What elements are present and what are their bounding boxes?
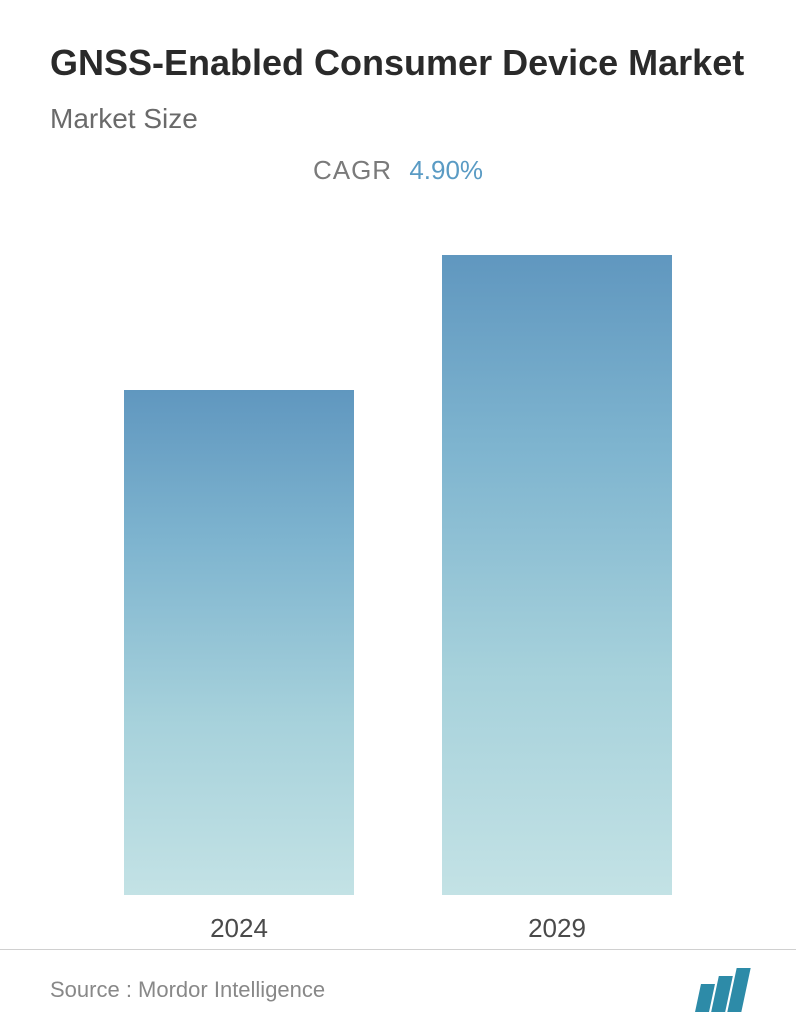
- cagr-row: CAGR 4.90%: [50, 155, 746, 186]
- cagr-value: 4.90%: [409, 155, 483, 185]
- bars-wrapper: 2024 2029: [50, 304, 746, 944]
- source-text: Source : Mordor Intelligence: [50, 977, 325, 1003]
- logo-bar-3: [727, 968, 750, 1012]
- footer: Source : Mordor Intelligence: [0, 949, 796, 1034]
- bar-group-1: 2029: [437, 255, 677, 944]
- brand-logo-icon: [698, 968, 746, 1012]
- bar-1: [442, 255, 672, 895]
- cagr-label: CAGR: [313, 155, 392, 185]
- bar-label-1: 2029: [528, 913, 586, 944]
- chart-area: 2024 2029: [50, 206, 746, 1004]
- chart-title: GNSS-Enabled Consumer Device Market: [50, 40, 746, 85]
- chart-container: GNSS-Enabled Consumer Device Market Mark…: [0, 0, 796, 1034]
- bar-0: [124, 390, 354, 895]
- bar-group-0: 2024: [119, 390, 359, 944]
- bar-label-0: 2024: [210, 913, 268, 944]
- chart-subtitle: Market Size: [50, 103, 746, 135]
